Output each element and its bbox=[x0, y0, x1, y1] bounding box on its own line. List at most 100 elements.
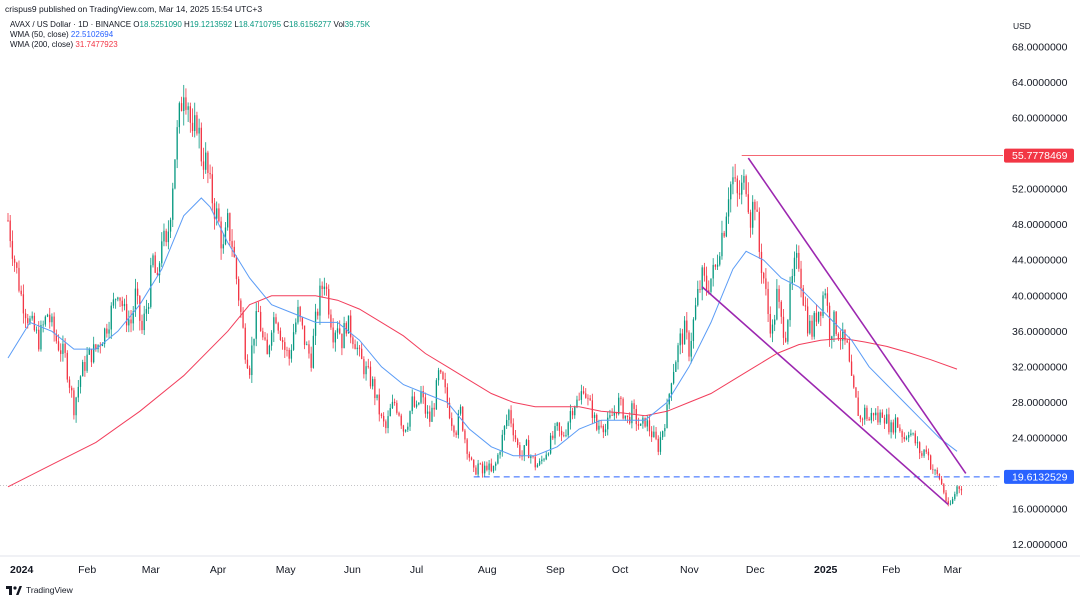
candle-body[interactable] bbox=[264, 337, 266, 340]
candle-body[interactable] bbox=[543, 459, 545, 461]
candle-body[interactable] bbox=[837, 334, 840, 340]
candle-body[interactable] bbox=[178, 103, 181, 128]
candle-body[interactable] bbox=[697, 288, 699, 306]
candle-body[interactable] bbox=[554, 426, 556, 439]
candle-body[interactable] bbox=[800, 268, 802, 289]
candle-body[interactable] bbox=[951, 499, 954, 504]
candle-body[interactable] bbox=[200, 127, 202, 162]
candle-body[interactable] bbox=[55, 333, 57, 342]
candle-body[interactable] bbox=[266, 339, 268, 355]
candle-body[interactable] bbox=[233, 246, 235, 258]
candle-body[interactable] bbox=[24, 313, 27, 319]
candle-body[interactable] bbox=[683, 320, 686, 345]
candle-body[interactable] bbox=[44, 316, 47, 325]
candle-body[interactable] bbox=[79, 376, 82, 387]
candle-body[interactable] bbox=[273, 317, 275, 333]
candle-body[interactable] bbox=[229, 213, 231, 242]
candle-body[interactable] bbox=[308, 344, 310, 354]
candle-body[interactable] bbox=[835, 311, 837, 335]
candle-body[interactable] bbox=[578, 399, 580, 401]
candle-body[interactable] bbox=[389, 408, 391, 417]
candle-body[interactable] bbox=[77, 386, 79, 398]
candle-body[interactable] bbox=[881, 412, 883, 418]
candle-body[interactable] bbox=[88, 348, 90, 355]
candle-body[interactable] bbox=[207, 152, 209, 173]
candle-body[interactable] bbox=[211, 174, 213, 204]
wma200-row[interactable]: WMA (200, close) 31.7477923 bbox=[10, 40, 370, 50]
candle-body[interactable] bbox=[769, 314, 771, 334]
candle-body[interactable] bbox=[736, 178, 738, 194]
candle-body[interactable] bbox=[604, 429, 607, 433]
candle-body[interactable] bbox=[940, 478, 943, 485]
candle-body[interactable] bbox=[40, 324, 42, 350]
candle-body[interactable] bbox=[189, 106, 191, 123]
candle-body[interactable] bbox=[714, 264, 717, 267]
candle-body[interactable] bbox=[202, 161, 205, 170]
candle-body[interactable] bbox=[132, 311, 134, 324]
candle-body[interactable] bbox=[68, 379, 71, 388]
candle-body[interactable] bbox=[593, 414, 596, 418]
candle-body[interactable] bbox=[295, 322, 297, 333]
candle-body[interactable] bbox=[470, 457, 473, 460]
candle-body[interactable] bbox=[198, 127, 200, 134]
candle-body[interactable] bbox=[934, 469, 936, 471]
candle-body[interactable] bbox=[288, 349, 290, 359]
candle-body[interactable] bbox=[778, 288, 780, 302]
candle-body[interactable] bbox=[57, 341, 60, 351]
candle-body[interactable] bbox=[787, 320, 789, 342]
candle-body[interactable] bbox=[767, 288, 769, 315]
candle-body[interactable] bbox=[7, 220, 9, 222]
candle-body[interactable] bbox=[172, 188, 174, 220]
candle-body[interactable] bbox=[534, 456, 536, 468]
candle-body[interactable] bbox=[477, 463, 479, 475]
candle-body[interactable] bbox=[277, 323, 279, 331]
footer-brand[interactable]: TradingView bbox=[26, 585, 73, 595]
candle-body[interactable] bbox=[910, 433, 912, 436]
candle-body[interactable] bbox=[270, 332, 273, 346]
candle-body[interactable] bbox=[139, 295, 141, 321]
candle-body[interactable] bbox=[281, 339, 284, 343]
candle-body[interactable] bbox=[110, 305, 112, 330]
candle-body[interactable] bbox=[468, 453, 470, 458]
candle-body[interactable] bbox=[532, 456, 534, 457]
candle-body[interactable] bbox=[613, 411, 615, 416]
candle-body[interactable] bbox=[877, 412, 879, 423]
candle-body[interactable] bbox=[134, 288, 137, 312]
candle-body[interactable] bbox=[587, 397, 589, 399]
candle-body[interactable] bbox=[209, 172, 211, 175]
candle-body[interactable] bbox=[741, 182, 743, 195]
candle-body[interactable] bbox=[345, 323, 347, 334]
candle-body[interactable] bbox=[508, 410, 510, 421]
candle-body[interactable] bbox=[216, 208, 218, 219]
candle-body[interactable] bbox=[703, 267, 706, 276]
candle-body[interactable] bbox=[433, 407, 435, 410]
candle-body[interactable] bbox=[692, 319, 695, 341]
candle-body[interactable] bbox=[484, 465, 486, 474]
candle-body[interactable] bbox=[218, 208, 220, 222]
candle-body[interactable] bbox=[521, 455, 523, 457]
candle-body[interactable] bbox=[363, 359, 365, 375]
candle-body[interactable] bbox=[795, 252, 798, 258]
candle-body[interactable] bbox=[932, 469, 934, 471]
candle-body[interactable] bbox=[187, 106, 189, 110]
candle-body[interactable] bbox=[492, 465, 495, 472]
candle-body[interactable] bbox=[435, 380, 438, 410]
candle-body[interactable] bbox=[284, 342, 286, 350]
candle-body[interactable] bbox=[409, 411, 411, 427]
candle-body[interactable] bbox=[817, 311, 820, 322]
candle-body[interactable] bbox=[334, 332, 336, 343]
candle-body[interactable] bbox=[369, 366, 372, 387]
candle-body[interactable] bbox=[66, 352, 68, 380]
candle-body[interactable] bbox=[763, 273, 765, 279]
candle-body[interactable] bbox=[780, 301, 782, 317]
candle-body[interactable] bbox=[426, 411, 429, 414]
candle-body[interactable] bbox=[749, 212, 752, 228]
candle-body[interactable] bbox=[393, 401, 396, 403]
candle-body[interactable] bbox=[541, 459, 543, 462]
candle-body[interactable] bbox=[664, 428, 666, 432]
candle-body[interactable] bbox=[826, 293, 829, 306]
candle-body[interactable] bbox=[694, 305, 697, 320]
candle-body[interactable] bbox=[268, 345, 271, 355]
candle-body[interactable] bbox=[332, 327, 334, 343]
candle-body[interactable] bbox=[158, 263, 161, 276]
